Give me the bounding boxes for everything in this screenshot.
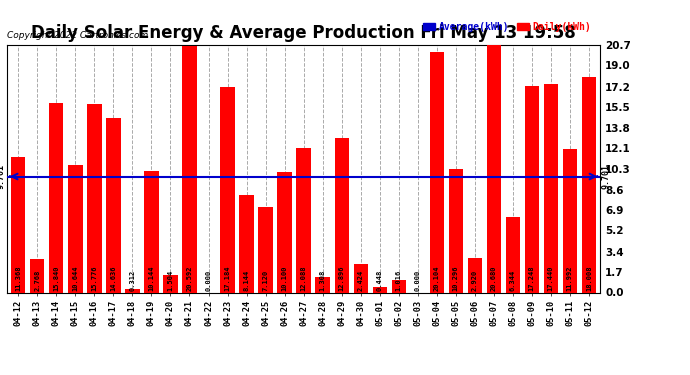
Text: 11.992: 11.992 [567, 266, 573, 291]
Bar [582, 77, 596, 292]
Bar [373, 287, 387, 292]
Text: 10.644: 10.644 [72, 266, 79, 291]
Text: 11.368: 11.368 [15, 266, 21, 291]
Bar [126, 289, 139, 292]
Text: 10.144: 10.144 [148, 266, 155, 291]
Text: 0.448: 0.448 [377, 270, 383, 291]
Title: Daily Solar Energy & Average Production Fri May 13 19:58: Daily Solar Energy & Average Production … [31, 24, 576, 42]
Text: 7.120: 7.120 [263, 270, 268, 291]
Bar [486, 45, 501, 292]
Bar [391, 280, 406, 292]
Bar [335, 138, 348, 292]
Text: 0.312: 0.312 [130, 270, 135, 291]
Text: 17.248: 17.248 [529, 266, 535, 291]
Bar [297, 148, 310, 292]
Bar [182, 46, 197, 292]
Text: 1.504: 1.504 [168, 270, 173, 291]
Text: 18.008: 18.008 [586, 266, 592, 291]
Text: 1.016: 1.016 [395, 270, 402, 291]
Text: 20.592: 20.592 [186, 266, 193, 291]
Text: 12.896: 12.896 [339, 266, 344, 291]
Text: 2.768: 2.768 [34, 270, 40, 291]
Bar [11, 157, 26, 292]
Text: 10.100: 10.100 [282, 266, 288, 291]
Bar [506, 217, 520, 292]
Bar [430, 52, 444, 292]
Text: 14.636: 14.636 [110, 266, 117, 291]
Bar [315, 277, 330, 292]
Text: 17.184: 17.184 [224, 266, 230, 291]
Text: 9.701: 9.701 [602, 164, 611, 189]
Text: 12.088: 12.088 [301, 266, 306, 291]
Bar [106, 117, 121, 292]
Text: 2.920: 2.920 [472, 270, 477, 291]
Text: 20.104: 20.104 [434, 266, 440, 291]
Text: Copyright 2022 Cartronics.com: Copyright 2022 Cartronics.com [7, 31, 148, 40]
Text: 17.440: 17.440 [548, 266, 554, 291]
Bar [259, 207, 273, 292]
Bar [30, 260, 44, 292]
Text: 15.776: 15.776 [91, 266, 97, 291]
Text: 8.144: 8.144 [244, 270, 250, 291]
Text: 0.000: 0.000 [415, 270, 421, 291]
Bar [68, 165, 83, 292]
Bar [49, 103, 63, 292]
Text: 0.000: 0.000 [206, 270, 212, 291]
Bar [468, 258, 482, 292]
Bar [87, 104, 101, 292]
Text: 6.344: 6.344 [510, 270, 516, 291]
Bar [563, 149, 577, 292]
Bar [144, 171, 159, 292]
Bar [239, 195, 254, 292]
Bar [277, 172, 292, 292]
Text: 2.424: 2.424 [357, 270, 364, 291]
Text: 10.296: 10.296 [453, 266, 459, 291]
Text: 9.701: 9.701 [0, 164, 6, 189]
Bar [448, 170, 463, 292]
Legend: Average(kWh), Daily(kWh): Average(kWh), Daily(kWh) [420, 18, 595, 36]
Bar [544, 84, 558, 292]
Text: 1.308: 1.308 [319, 270, 326, 291]
Text: 20.680: 20.680 [491, 266, 497, 291]
Bar [220, 87, 235, 292]
Text: 15.840: 15.840 [53, 266, 59, 291]
Bar [164, 274, 177, 292]
Bar [524, 86, 539, 292]
Bar [353, 264, 368, 292]
